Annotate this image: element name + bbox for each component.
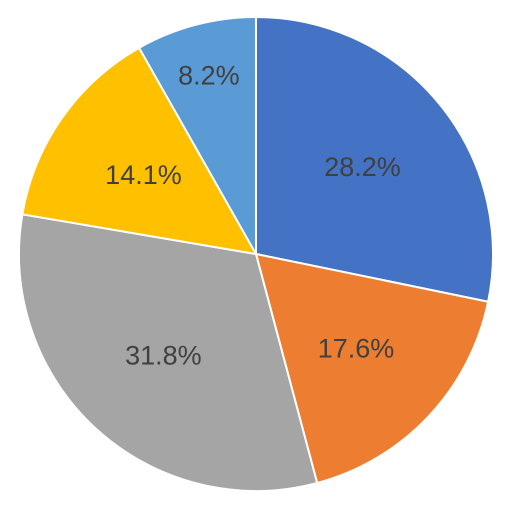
pie-slices [18, 16, 494, 492]
pie-slice-label-2: 17.6% [318, 333, 395, 363]
pie-slice-2 [255, 253, 490, 484]
pie-slice-label-4: 14.1% [105, 160, 182, 190]
pie-slice-1 [255, 16, 494, 303]
pie-slice-3 [18, 213, 319, 492]
pie-slice-label-1: 28.2% [324, 152, 401, 182]
pie-slice-label-5: 8.2% [178, 60, 240, 90]
pie-slice-5 [138, 16, 257, 255]
pie-slice-label-3: 31.8% [125, 341, 202, 371]
pie-slice-4 [21, 46, 257, 255]
pie-labels: 28.2% 17.6% 31.8% 14.1% 8.2% [105, 60, 401, 370]
